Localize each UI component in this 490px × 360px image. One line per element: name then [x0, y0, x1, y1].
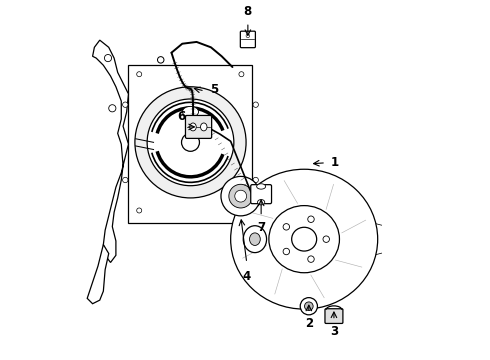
Ellipse shape	[122, 102, 128, 107]
Ellipse shape	[157, 57, 164, 63]
Ellipse shape	[235, 190, 246, 202]
Polygon shape	[128, 65, 252, 223]
FancyBboxPatch shape	[251, 185, 271, 204]
Ellipse shape	[253, 102, 258, 107]
Ellipse shape	[283, 224, 290, 230]
Ellipse shape	[109, 105, 116, 112]
FancyBboxPatch shape	[186, 116, 212, 138]
Text: 8: 8	[244, 5, 252, 18]
Ellipse shape	[135, 87, 246, 198]
Ellipse shape	[308, 256, 314, 262]
Text: 1: 1	[331, 156, 339, 169]
Ellipse shape	[122, 177, 128, 183]
Text: 3: 3	[330, 325, 338, 338]
Ellipse shape	[147, 99, 234, 186]
Ellipse shape	[300, 298, 318, 315]
FancyBboxPatch shape	[325, 309, 343, 323]
Ellipse shape	[283, 248, 290, 255]
Ellipse shape	[239, 72, 244, 77]
Ellipse shape	[249, 233, 260, 246]
Ellipse shape	[239, 208, 244, 213]
Text: 2: 2	[305, 317, 313, 330]
Ellipse shape	[323, 236, 329, 242]
Ellipse shape	[190, 123, 196, 131]
Ellipse shape	[221, 176, 260, 216]
Ellipse shape	[257, 184, 266, 189]
Ellipse shape	[190, 121, 196, 128]
Ellipse shape	[308, 216, 314, 222]
Ellipse shape	[182, 107, 198, 117]
Text: 6: 6	[177, 110, 185, 123]
Ellipse shape	[243, 226, 267, 253]
Ellipse shape	[229, 184, 252, 208]
Ellipse shape	[104, 54, 112, 62]
Text: 4: 4	[243, 270, 251, 283]
Text: 5: 5	[210, 83, 218, 96]
Ellipse shape	[181, 134, 199, 151]
Ellipse shape	[231, 169, 378, 309]
Ellipse shape	[269, 206, 340, 273]
Ellipse shape	[137, 72, 142, 77]
Text: 7: 7	[257, 221, 265, 234]
Polygon shape	[93, 40, 128, 262]
Ellipse shape	[253, 177, 258, 183]
Ellipse shape	[200, 123, 207, 131]
Ellipse shape	[292, 227, 317, 251]
Ellipse shape	[137, 208, 142, 213]
Ellipse shape	[258, 199, 265, 205]
FancyBboxPatch shape	[240, 31, 255, 48]
Ellipse shape	[246, 34, 250, 38]
Ellipse shape	[304, 302, 313, 311]
Polygon shape	[87, 244, 109, 304]
